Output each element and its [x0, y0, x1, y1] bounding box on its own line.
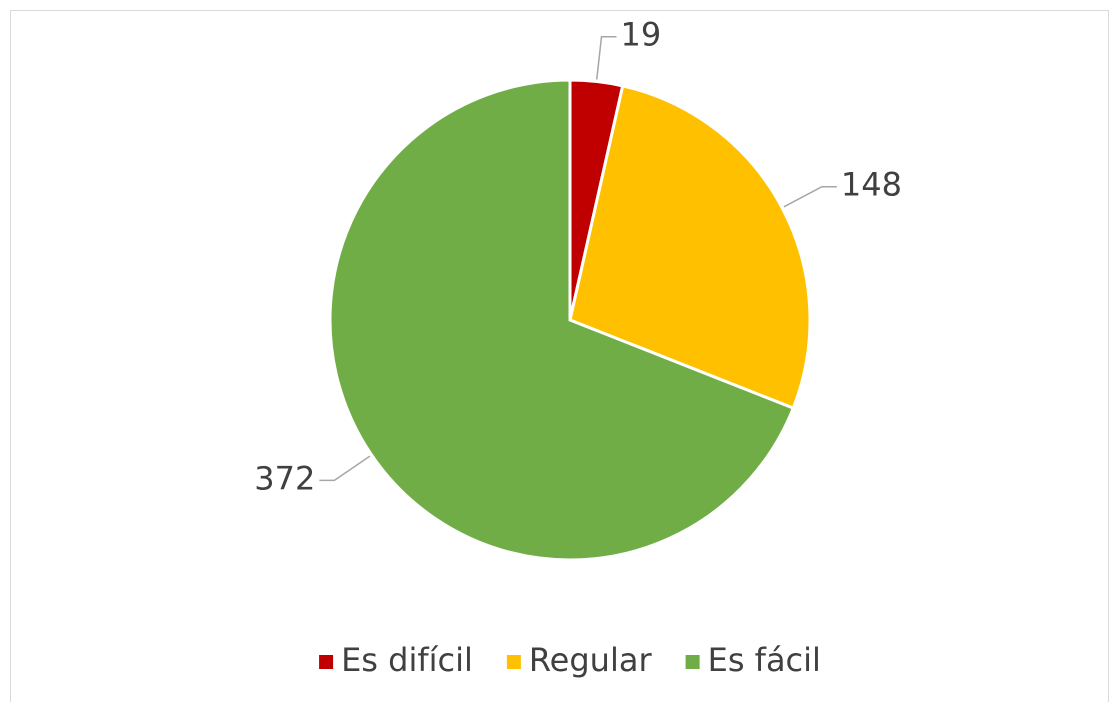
legend-swatch — [319, 655, 334, 669]
legend-swatch — [685, 655, 700, 669]
pie-slice — [328, 78, 796, 562]
legend-swatch — [506, 655, 521, 669]
legend-label: Es fácil — [708, 641, 821, 679]
chart-frame — [10, 10, 1109, 702]
data-label: 19 — [620, 16, 661, 54]
leader-line — [783, 185, 837, 208]
data-label: 148 — [841, 166, 902, 204]
data-label: 372 — [254, 459, 315, 497]
legend-label: Regular — [529, 641, 653, 679]
leader-line — [319, 455, 371, 482]
pie-slice — [568, 84, 812, 411]
legend-label: Es difícil — [341, 641, 473, 679]
leader-line — [595, 35, 617, 80]
